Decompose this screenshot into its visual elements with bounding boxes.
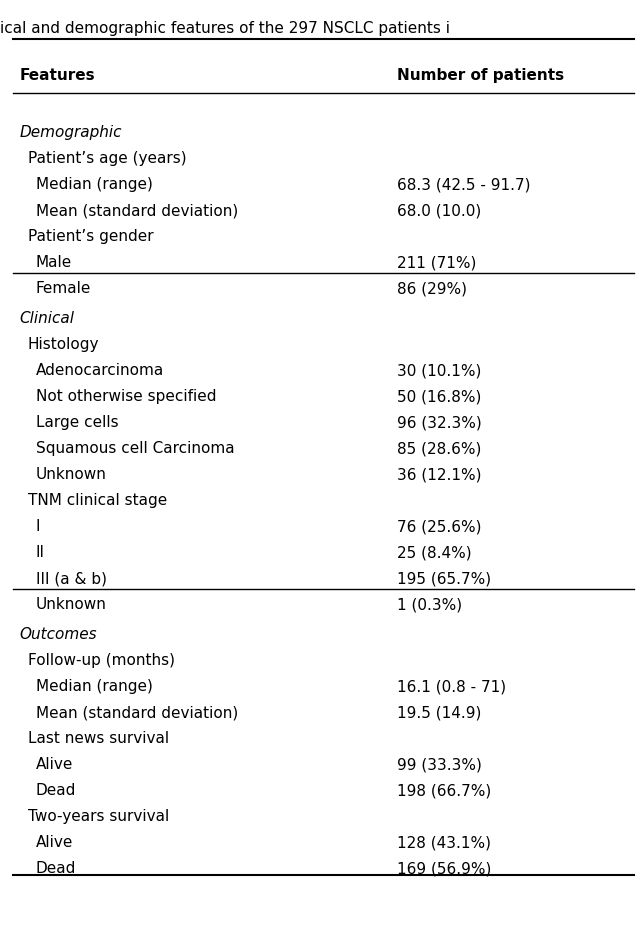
Text: Male: Male xyxy=(36,255,72,270)
Text: 50 (16.8%): 50 (16.8%) xyxy=(397,389,481,404)
Text: Large cells: Large cells xyxy=(36,415,118,430)
Text: 16.1 (0.8 - 71): 16.1 (0.8 - 71) xyxy=(397,678,506,693)
Text: Mean (standard deviation): Mean (standard deviation) xyxy=(36,203,238,218)
Text: 68.3 (42.5 - 91.7): 68.3 (42.5 - 91.7) xyxy=(397,177,531,192)
Text: 25 (8.4%): 25 (8.4%) xyxy=(397,545,472,560)
Text: ical and demographic features of the 297 NSCLC patients i: ical and demographic features of the 297… xyxy=(0,21,450,36)
Text: 1 (0.3%): 1 (0.3%) xyxy=(397,597,462,612)
Text: Follow-up (months): Follow-up (months) xyxy=(28,652,175,667)
Text: Alive: Alive xyxy=(36,756,73,771)
Text: Two-years survival: Two-years survival xyxy=(28,808,169,823)
Text: 30 (10.1%): 30 (10.1%) xyxy=(397,363,481,378)
Text: Median (range): Median (range) xyxy=(36,177,153,192)
Text: Dead: Dead xyxy=(36,860,76,875)
Text: Patient’s gender: Patient’s gender xyxy=(28,229,153,244)
Text: 96 (32.3%): 96 (32.3%) xyxy=(397,415,481,430)
Text: Features: Features xyxy=(19,68,95,83)
Text: 198 (66.7%): 198 (66.7%) xyxy=(397,782,491,797)
Text: Number of patients: Number of patients xyxy=(397,68,564,83)
Text: III (a & b): III (a & b) xyxy=(36,571,107,586)
Text: 36 (12.1%): 36 (12.1%) xyxy=(397,467,481,482)
Text: 68.0 (10.0): 68.0 (10.0) xyxy=(397,203,481,218)
Text: 85 (28.6%): 85 (28.6%) xyxy=(397,441,481,456)
Text: Patient’s age (years): Patient’s age (years) xyxy=(28,151,186,166)
Text: 86 (29%): 86 (29%) xyxy=(397,281,467,296)
Text: Clinical: Clinical xyxy=(19,311,74,326)
Text: Demographic: Demographic xyxy=(19,125,122,140)
Text: Adenocarcinoma: Adenocarcinoma xyxy=(36,363,164,378)
Text: Outcomes: Outcomes xyxy=(19,626,97,641)
Text: I: I xyxy=(36,519,40,534)
Text: 19.5 (14.9): 19.5 (14.9) xyxy=(397,704,481,719)
Text: Unknown: Unknown xyxy=(36,597,107,612)
Text: II: II xyxy=(36,545,45,560)
Text: Squamous cell Carcinoma: Squamous cell Carcinoma xyxy=(36,441,234,456)
Text: Mean (standard deviation): Mean (standard deviation) xyxy=(36,704,238,719)
Text: Last news survival: Last news survival xyxy=(28,730,169,745)
Text: TNM clinical stage: TNM clinical stage xyxy=(28,493,167,508)
Text: 195 (65.7%): 195 (65.7%) xyxy=(397,571,491,586)
Text: 128 (43.1%): 128 (43.1%) xyxy=(397,834,491,849)
Text: 169 (56.9%): 169 (56.9%) xyxy=(397,860,491,875)
Text: Not otherwise specified: Not otherwise specified xyxy=(36,389,216,404)
Text: Alive: Alive xyxy=(36,834,73,849)
Text: Dead: Dead xyxy=(36,782,76,797)
Text: 211 (71%): 211 (71%) xyxy=(397,255,476,270)
Text: Unknown: Unknown xyxy=(36,467,107,482)
Text: Median (range): Median (range) xyxy=(36,678,153,693)
Text: Histology: Histology xyxy=(28,337,99,352)
Text: 99 (33.3%): 99 (33.3%) xyxy=(397,756,482,771)
Text: 76 (25.6%): 76 (25.6%) xyxy=(397,519,481,534)
Text: Female: Female xyxy=(36,281,92,296)
